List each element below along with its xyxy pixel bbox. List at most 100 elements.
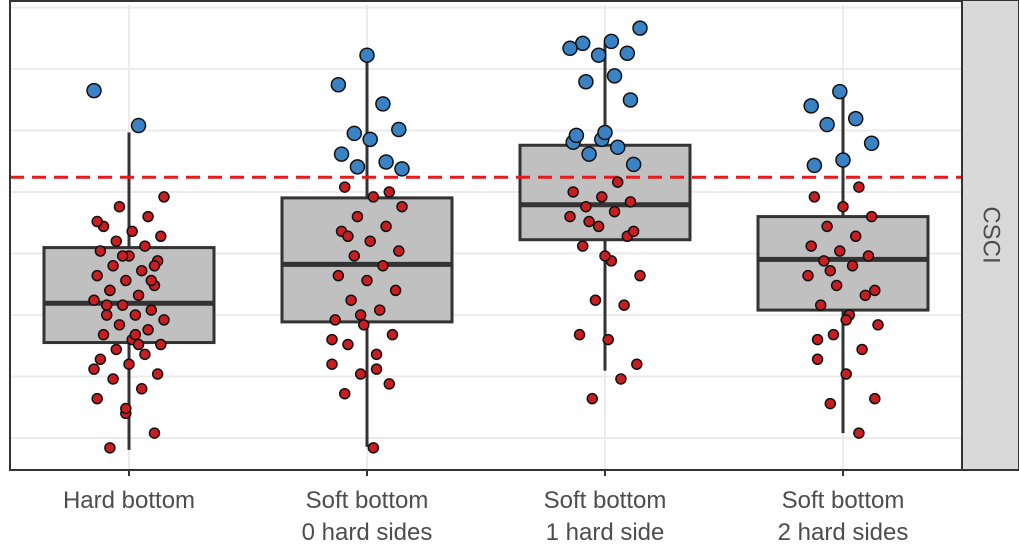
data-point xyxy=(91,269,103,282)
data-point xyxy=(818,255,830,267)
data-point xyxy=(803,98,819,114)
x-tick-label: Soft bottom 2 hard sides xyxy=(778,487,909,546)
data-point xyxy=(631,358,643,370)
data-point xyxy=(383,378,396,390)
box xyxy=(756,215,930,312)
data-point xyxy=(107,373,119,385)
data-point xyxy=(151,368,164,380)
data-point xyxy=(832,83,848,100)
data-point xyxy=(808,191,821,203)
data-point xyxy=(110,343,123,356)
data-point xyxy=(632,20,648,36)
data-point xyxy=(145,304,158,316)
data-point xyxy=(581,146,597,162)
data-point xyxy=(802,269,814,282)
data-point xyxy=(370,363,383,375)
data-point xyxy=(606,68,623,84)
data-point xyxy=(847,110,864,127)
data-point xyxy=(627,225,640,238)
data-point xyxy=(824,264,837,277)
x-tick-label: Hard bottom xyxy=(63,487,195,514)
data-point xyxy=(811,353,824,366)
data-point xyxy=(333,146,350,162)
data-point xyxy=(840,314,852,326)
data-point xyxy=(846,260,859,272)
data-point xyxy=(377,260,389,272)
data-point xyxy=(100,309,113,321)
data-point xyxy=(597,124,613,141)
data-point xyxy=(148,260,161,272)
data-point xyxy=(348,250,361,262)
data-point xyxy=(562,40,578,57)
data-point xyxy=(329,314,341,326)
facet-label: CSCI xyxy=(978,206,1005,263)
data-point xyxy=(573,328,586,341)
data-point xyxy=(120,402,132,415)
data-point xyxy=(351,210,364,223)
data-point xyxy=(869,284,881,297)
data-point xyxy=(129,309,142,321)
data-point xyxy=(342,230,354,243)
data-point xyxy=(104,284,116,297)
data-point xyxy=(359,47,375,63)
panel-border xyxy=(9,0,963,471)
data-point xyxy=(611,176,624,188)
data-point xyxy=(139,240,151,252)
data-point xyxy=(148,427,161,439)
data-point xyxy=(393,245,405,257)
data-point xyxy=(158,314,170,326)
data-point xyxy=(391,121,407,138)
data-point xyxy=(367,191,380,203)
x-tick-label: Soft bottom 1 hard side xyxy=(544,487,667,546)
data-point xyxy=(863,135,880,152)
box xyxy=(280,196,454,324)
data-point xyxy=(589,294,602,306)
data-point xyxy=(827,328,840,341)
data-point xyxy=(91,392,103,405)
data-point xyxy=(580,200,592,213)
data-point xyxy=(110,235,123,247)
data-point xyxy=(326,358,338,370)
data-point xyxy=(354,368,367,380)
data-point xyxy=(104,442,116,454)
data-point xyxy=(583,215,595,228)
data-point xyxy=(394,161,410,177)
data-point xyxy=(834,245,846,257)
data-point xyxy=(853,427,865,439)
data-point xyxy=(338,387,351,400)
data-point xyxy=(113,319,126,331)
data-point xyxy=(564,210,576,223)
data-point xyxy=(139,348,151,361)
data-point xyxy=(338,181,351,193)
data-point xyxy=(872,319,884,331)
data-point xyxy=(129,328,142,341)
data-point xyxy=(599,250,611,262)
data-point xyxy=(116,299,129,311)
data-point xyxy=(94,353,107,366)
data-point xyxy=(100,299,113,311)
data-point xyxy=(354,309,367,321)
data-point xyxy=(837,200,849,213)
data-point xyxy=(602,333,614,346)
data-point xyxy=(158,191,170,203)
data-point xyxy=(142,210,154,223)
data-point xyxy=(135,383,148,395)
data-point xyxy=(869,392,881,405)
data-point xyxy=(622,92,639,108)
data-point xyxy=(835,152,851,168)
data-point xyxy=(592,220,605,233)
data-point xyxy=(865,210,878,223)
data-point xyxy=(574,35,591,52)
data-point xyxy=(824,397,837,410)
data-point xyxy=(88,363,100,375)
data-point xyxy=(853,181,865,193)
x-tick-label: Soft bottom 0 hard sides xyxy=(302,487,433,546)
data-point xyxy=(145,274,158,287)
data-point xyxy=(135,264,148,277)
data-point xyxy=(568,127,585,144)
data-point xyxy=(132,289,145,302)
data-point xyxy=(107,260,119,272)
data-point xyxy=(358,319,370,331)
data-point xyxy=(576,240,589,252)
